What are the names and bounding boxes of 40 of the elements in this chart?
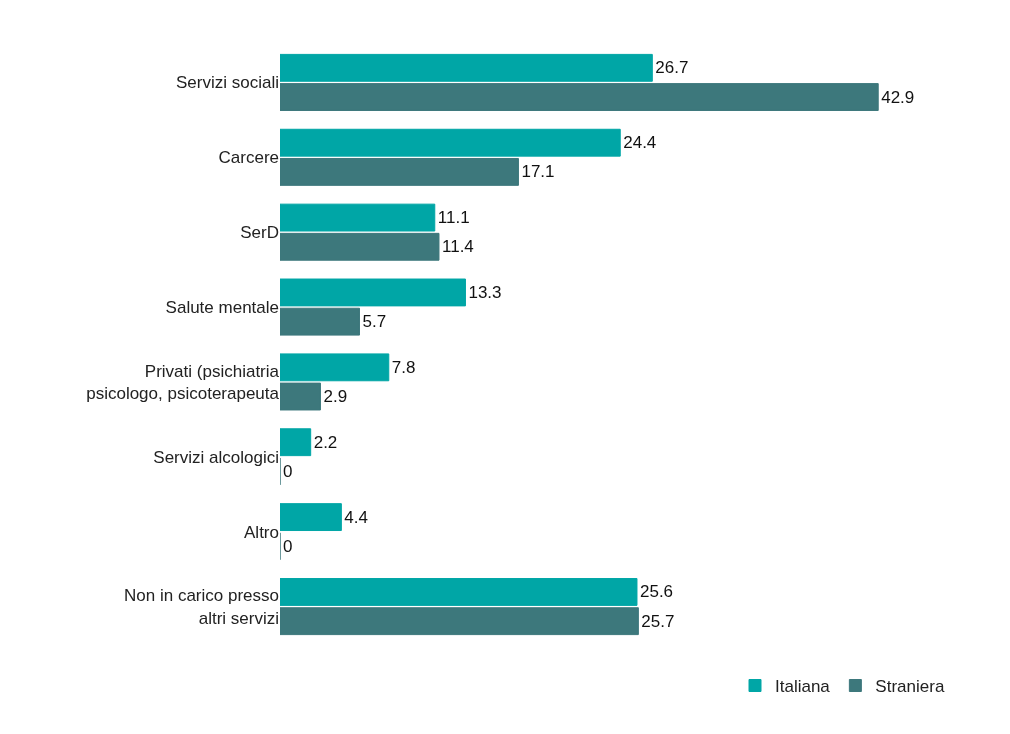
bar bbox=[280, 578, 638, 606]
bar bbox=[280, 607, 639, 636]
data-label: 13.3 bbox=[468, 282, 502, 302]
data-label: 0 bbox=[283, 536, 293, 556]
data-label: 5.7 bbox=[362, 312, 387, 332]
bar bbox=[280, 428, 312, 457]
bar bbox=[280, 278, 466, 307]
y-tick-label: Altro bbox=[244, 522, 279, 542]
y-tick-label: Privati (psichiatria psicologo, psicoterapeuta bbox=[86, 361, 280, 403]
y-tick-label: Carcere bbox=[218, 148, 279, 168]
y-tick-label: Servizi sociali bbox=[176, 73, 279, 93]
y-tick-label: Servizi alcologici bbox=[153, 447, 279, 467]
data-label: 11.1 bbox=[437, 208, 470, 228]
data-label: 24.4 bbox=[623, 133, 657, 153]
bar bbox=[280, 503, 342, 532]
y-tick-label: Non in carico presso altri servizi bbox=[124, 586, 279, 628]
bar bbox=[280, 157, 519, 186]
bar bbox=[280, 203, 436, 232]
bar bbox=[280, 307, 360, 336]
data-label: 2.2 bbox=[313, 432, 338, 452]
data-label: 25.7 bbox=[641, 611, 675, 631]
bar bbox=[280, 353, 390, 382]
data-label: 0 bbox=[283, 461, 293, 481]
data-label: 26.7 bbox=[655, 58, 689, 78]
data-label: 17.1 bbox=[521, 162, 555, 182]
data-label: 2.9 bbox=[323, 387, 348, 407]
data-label: 11.4 bbox=[441, 237, 474, 257]
data-label: 25.6 bbox=[639, 582, 674, 602]
data-label: 42.9 bbox=[881, 87, 915, 107]
legend-label: Straniera bbox=[875, 677, 945, 697]
y-tick-label: SerD bbox=[240, 223, 279, 243]
bar bbox=[280, 382, 321, 411]
y-tick-label: Salute mentale bbox=[165, 298, 279, 318]
data-label: 7.8 bbox=[391, 357, 416, 377]
bar bbox=[280, 53, 653, 82]
data-label: 4.4 bbox=[344, 507, 368, 527]
legend-label: Italiana bbox=[775, 677, 831, 697]
bar bbox=[280, 232, 440, 261]
bar bbox=[280, 128, 621, 157]
bar bbox=[280, 83, 879, 111]
